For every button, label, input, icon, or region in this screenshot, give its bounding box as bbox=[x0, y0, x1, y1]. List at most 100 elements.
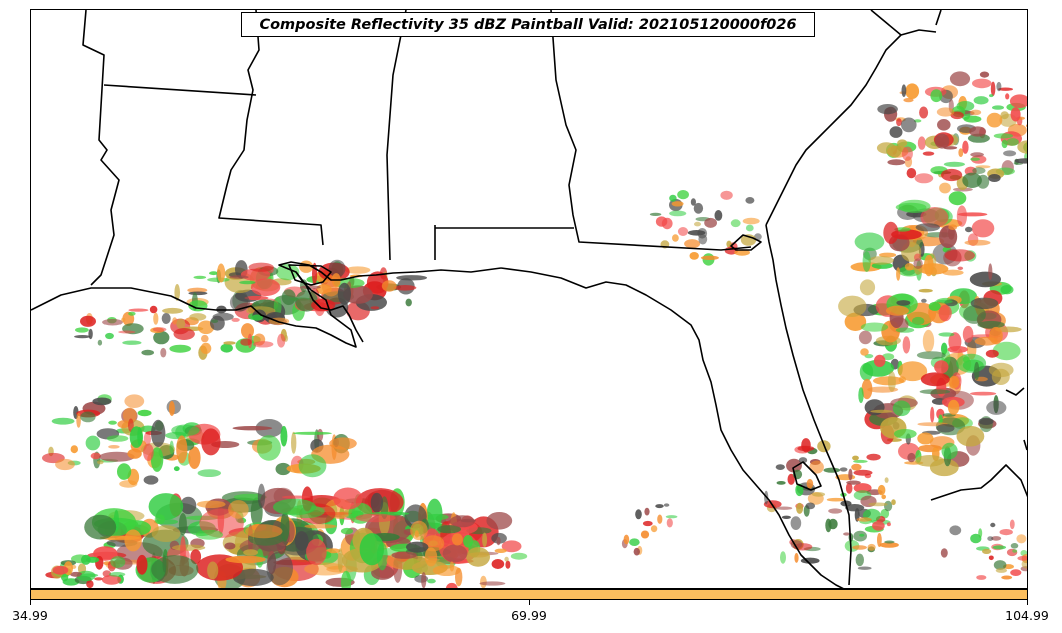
reflectivity-blob bbox=[884, 500, 893, 512]
reflectivity-blob bbox=[970, 109, 982, 116]
reflectivity-blob bbox=[328, 259, 346, 278]
reflectivity-blob bbox=[948, 375, 960, 389]
reflectivity-blob bbox=[108, 420, 117, 425]
reflectivity-blob bbox=[174, 284, 180, 301]
reflectivity-blob bbox=[866, 453, 881, 461]
reflectivity-blob bbox=[887, 159, 906, 166]
reflectivity-blob bbox=[823, 467, 841, 473]
reflectivity-blob bbox=[396, 275, 428, 281]
reflectivity-blob bbox=[173, 466, 180, 472]
reflectivity-blob bbox=[81, 554, 91, 565]
reflectivity-blob bbox=[838, 295, 867, 317]
reflectivity-blob bbox=[325, 548, 341, 554]
reflectivity-blob bbox=[445, 582, 458, 588]
reflectivity-blob bbox=[689, 252, 699, 260]
reflectivity-blob bbox=[995, 568, 1008, 573]
reflectivity-blob bbox=[938, 414, 943, 425]
reflectivity-blob bbox=[642, 520, 653, 527]
reflectivity-blob bbox=[663, 503, 670, 507]
reflectivity-blob bbox=[998, 87, 1013, 91]
reflectivity-blob bbox=[1026, 124, 1027, 128]
reflectivity-blob bbox=[781, 515, 792, 519]
reflectivity-blob bbox=[665, 515, 678, 519]
reflectivity-blob bbox=[938, 304, 952, 322]
reflectivity-blob bbox=[333, 487, 363, 510]
reflectivity-blob bbox=[153, 312, 159, 325]
reflectivity-blob bbox=[860, 322, 889, 332]
reflectivity-blob bbox=[920, 207, 949, 228]
reflectivity-blob bbox=[210, 319, 219, 324]
reflectivity-blob bbox=[843, 532, 851, 536]
reflectivity-blob bbox=[902, 336, 911, 354]
map-frame bbox=[30, 9, 1028, 589]
reflectivity-blob bbox=[922, 151, 935, 156]
reflectivity-blob bbox=[856, 517, 872, 522]
reflectivity-blob bbox=[907, 452, 916, 463]
reflectivity-blob bbox=[999, 529, 1013, 536]
reflectivity-blob bbox=[901, 146, 913, 161]
reflectivity-blob bbox=[884, 477, 889, 483]
reflectivity-blob bbox=[867, 543, 876, 551]
reflectivity-blob bbox=[153, 330, 170, 345]
reflectivity-blob bbox=[919, 106, 929, 119]
reflectivity-blob bbox=[1001, 575, 1013, 580]
reflectivity-blob bbox=[240, 338, 252, 346]
reflectivity-blob bbox=[976, 575, 987, 580]
reflectivity-blob bbox=[171, 544, 206, 551]
reflectivity-blob bbox=[848, 468, 853, 481]
reflectivity-blob bbox=[895, 327, 915, 333]
reflectivity-blob bbox=[231, 317, 240, 322]
reflectivity-blob bbox=[990, 81, 996, 97]
reflectivity-blob bbox=[921, 298, 927, 303]
reflectivity-blob bbox=[655, 216, 668, 227]
reflectivity-blob bbox=[854, 232, 885, 252]
reflectivity-blob bbox=[1006, 138, 1019, 146]
reflectivity-blob bbox=[1017, 140, 1027, 154]
reflectivity-blob bbox=[947, 399, 960, 415]
reflectivity-blob bbox=[904, 263, 914, 271]
reflectivity-blob bbox=[281, 495, 311, 499]
reflectivity-blob bbox=[437, 525, 462, 534]
reflectivity-blob bbox=[914, 455, 945, 467]
reflectivity-blob bbox=[85, 435, 101, 451]
reflectivity-blob bbox=[151, 419, 166, 447]
reflectivity-blob bbox=[225, 555, 266, 564]
reflectivity-blob bbox=[920, 372, 950, 387]
reflectivity-blob bbox=[898, 361, 928, 382]
reflectivity-blob bbox=[852, 455, 859, 461]
reflectivity-blob bbox=[939, 225, 958, 249]
reflectivity-blob bbox=[893, 429, 917, 439]
reflectivity-blob bbox=[51, 417, 75, 425]
reflectivity-blob bbox=[117, 420, 130, 429]
reflectivity-blob bbox=[934, 360, 949, 374]
reflectivity-blob bbox=[136, 554, 148, 575]
reflectivity-blob bbox=[76, 412, 81, 428]
reflectivity-blob bbox=[963, 305, 986, 324]
reflectivity-blob bbox=[188, 291, 208, 296]
reflectivity-blob bbox=[84, 514, 117, 540]
colorbar-tick-label-mid: 69.99 bbox=[511, 608, 547, 623]
reflectivity-blob bbox=[872, 521, 885, 531]
reflectivity-blob bbox=[742, 217, 760, 225]
reflectivity-blob bbox=[991, 536, 1002, 541]
reflectivity-blob bbox=[449, 515, 475, 528]
reflectivity-blob bbox=[370, 306, 380, 310]
reflectivity-blob bbox=[786, 458, 802, 473]
reflectivity-blob bbox=[672, 234, 679, 242]
reflectivity-blob bbox=[496, 536, 501, 546]
reflectivity-blob bbox=[124, 529, 142, 552]
reflectivity-blob bbox=[677, 190, 689, 200]
reflectivity-blob bbox=[928, 301, 941, 311]
reflectivity-blob bbox=[280, 511, 290, 542]
reflectivity-blob bbox=[52, 565, 69, 575]
reflectivity-blob bbox=[1010, 569, 1022, 576]
reflectivity-blob bbox=[239, 280, 256, 285]
reflectivity-blob bbox=[1009, 519, 1015, 530]
reflectivity-blob bbox=[877, 533, 882, 547]
reflectivity-blob bbox=[903, 98, 914, 103]
reflectivity-blob bbox=[124, 394, 145, 409]
reflectivity-blob bbox=[250, 278, 281, 297]
reflectivity-blob bbox=[996, 81, 1002, 92]
reflectivity-blob bbox=[195, 529, 223, 540]
reflectivity-blob bbox=[200, 342, 212, 354]
